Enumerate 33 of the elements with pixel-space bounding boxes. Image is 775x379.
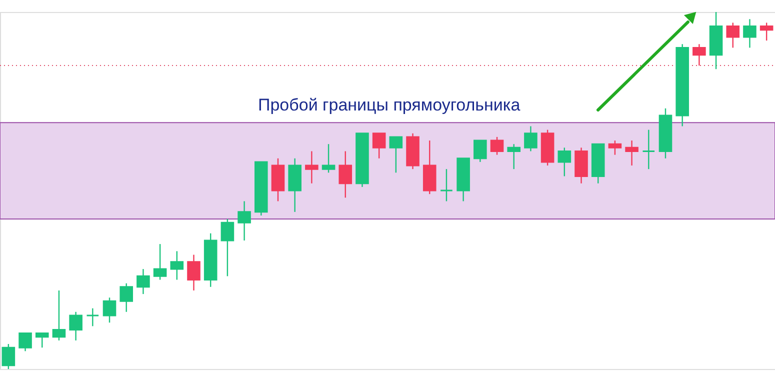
candlestick — [692, 44, 706, 66]
candlestick — [238, 200, 251, 242]
candlestick — [86, 308, 100, 327]
candlestick — [2, 343, 16, 370]
candlestick — [338, 150, 352, 198]
candlestick — [558, 147, 572, 177]
candlestick — [52, 290, 66, 342]
candlestick — [220, 218, 234, 277]
candlestick — [120, 282, 134, 312]
band-label: Пробой границы прямоугольника — [258, 96, 521, 115]
candlestick — [389, 136, 403, 174]
candlestick — [35, 332, 49, 348]
candlestick — [625, 140, 638, 166]
candlestick — [322, 143, 336, 174]
candlestick — [170, 250, 184, 280]
candlestick — [440, 168, 454, 202]
candlestick — [474, 140, 487, 163]
candlestick — [102, 297, 116, 324]
candlestick — [608, 140, 622, 156]
candlestick — [760, 22, 774, 42]
candlestick — [136, 268, 150, 295]
candlestick — [726, 22, 740, 48]
candlestick — [372, 132, 386, 159]
candlestick — [69, 311, 82, 342]
candlestick — [490, 136, 504, 156]
candlestick — [524, 126, 538, 152]
candlestick — [507, 143, 521, 170]
candlestick — [153, 243, 167, 280]
candlestick — [187, 254, 200, 292]
candlestick — [743, 18, 756, 48]
candlestick — [642, 129, 656, 170]
candlestick — [305, 150, 318, 184]
candlestick — [18, 332, 32, 352]
